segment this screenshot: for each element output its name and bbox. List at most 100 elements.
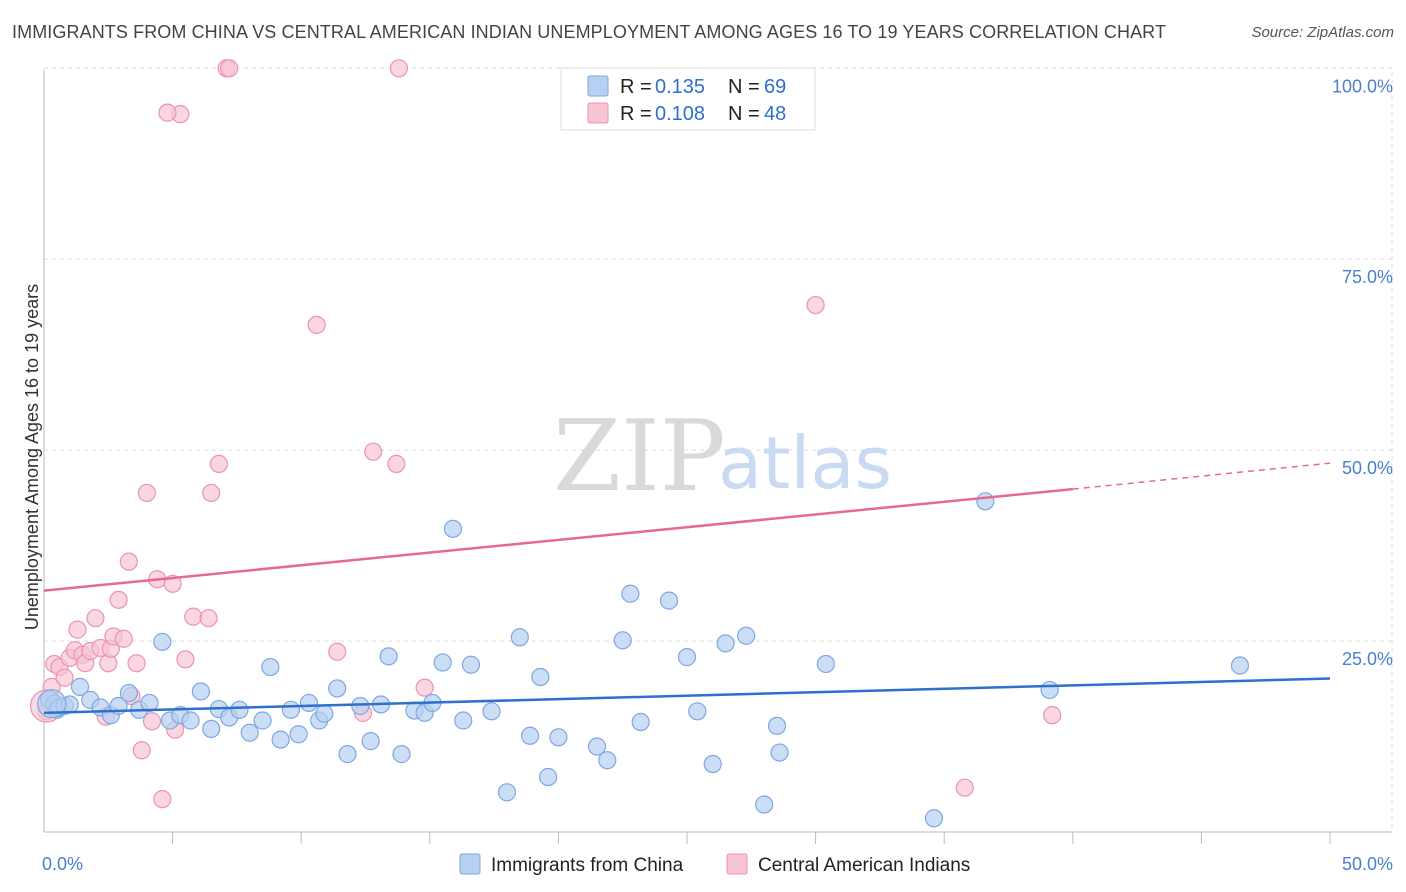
immigrants-from-china-point <box>328 679 347 698</box>
x-tick-labels: 0.0% 50.0% <box>42 854 1393 874</box>
legend-r-value-blue: 0.135 <box>655 76 705 98</box>
immigrants-from-china-point <box>816 654 835 674</box>
y-tick-label: 25.0% <box>1342 649 1393 669</box>
central-american-indians-point <box>415 678 434 697</box>
central-american-indians-point <box>55 668 74 687</box>
bottom-legend-label-pink: Central American Indians <box>758 855 970 876</box>
legend-n-label-blue: N = <box>728 76 760 98</box>
central-american-indians-point <box>209 454 228 474</box>
central-american-indians-point <box>806 295 825 315</box>
legend-n-label-pink: N = <box>728 103 760 125</box>
immigrants-from-china-point <box>613 631 632 650</box>
immigrants-from-china-point <box>240 723 259 742</box>
legend: R = 0.135 N = 69 R = 0.108 N = 48 <box>560 67 816 131</box>
immigrants-from-china-point <box>531 667 550 687</box>
central-american-indians-point <box>1043 706 1062 725</box>
central-american-indians-point <box>199 609 218 628</box>
central-american-indians-point <box>220 59 239 78</box>
immigrants-from-china-point <box>737 626 756 645</box>
immigrants-from-china-point <box>70 677 90 696</box>
central-american-indians-point <box>153 790 172 809</box>
legend-swatch-pink <box>587 102 609 124</box>
immigrants-from-china-point <box>621 584 640 603</box>
immigrants-from-china-point <box>1040 680 1059 700</box>
trend-lines <box>43 462 1331 715</box>
immigrants-from-china-point <box>230 700 249 719</box>
central-american-indians-point <box>127 654 146 673</box>
central-american-indians-point <box>132 741 151 760</box>
central-american-indians-trend-extension <box>1072 462 1331 490</box>
y-tick-labels: 25.0% 50.0% 75.0% 100.0% <box>1332 76 1393 669</box>
immigrants-from-china-point <box>299 693 319 713</box>
immigrants-from-china-point <box>770 743 789 762</box>
chart-title: IMMIGRANTS FROM CHINA VS CENTRAL AMERICA… <box>12 22 1167 42</box>
bottom-legend-label-blue: Immigrants from China <box>491 855 684 876</box>
immigrants-from-china-point <box>338 745 357 764</box>
watermark: ZIP atlas <box>553 400 892 514</box>
immigrants-from-china-point <box>659 591 679 610</box>
immigrants-from-china-point <box>253 711 272 730</box>
immigrants-from-china-point <box>202 719 221 739</box>
immigrants-from-china-point <box>433 653 452 672</box>
immigrants-from-china-point <box>549 728 568 747</box>
central-american-indians-point <box>109 590 128 609</box>
immigrants-from-china-point <box>677 648 697 667</box>
immigrants-from-china-point <box>767 716 787 735</box>
central-american-indians-point <box>307 315 326 335</box>
immigrants-from-china-point <box>271 730 290 749</box>
immigrants-from-china-point <box>153 632 172 651</box>
immigrants-from-china-point <box>140 693 159 713</box>
legend-r-value-pink: 0.108 <box>655 103 705 125</box>
central-american-indians-point <box>86 609 105 628</box>
legend-r-label-blue: R = <box>620 76 652 98</box>
immigrants-from-china-point <box>497 783 517 802</box>
immigrants-from-china-point <box>443 519 463 538</box>
central-american-indians-point <box>158 103 177 122</box>
central-american-indians-trend-line <box>43 487 1073 592</box>
immigrants-from-china-point <box>315 704 334 723</box>
y-tick-label: 75.0% <box>1342 267 1393 287</box>
y-tick-label: 100.0% <box>1332 76 1393 96</box>
immigrants-from-china-point <box>181 711 200 730</box>
central-american-indians-point <box>955 778 974 797</box>
central-american-indians-point <box>68 620 87 639</box>
y-axis-label: Unemployment Among Ages 16 to 19 years <box>22 284 42 630</box>
immigrants-from-china-point <box>716 634 735 653</box>
legend-r-label-pink: R = <box>620 103 652 125</box>
immigrants-from-china-point <box>755 795 774 814</box>
central-american-indians-point <box>176 650 195 669</box>
immigrants-from-china-point <box>587 737 607 756</box>
immigrants-from-china-point <box>703 754 722 774</box>
x-tick-label: 50.0% <box>1342 854 1393 874</box>
legend-swatch-blue <box>587 75 609 97</box>
central-american-indians-point <box>119 552 138 571</box>
watermark-atlas: atlas <box>718 421 892 505</box>
x-tick-label: 0.0% <box>42 854 83 874</box>
central-american-indians-point <box>184 607 203 626</box>
immigrants-from-china-point <box>976 492 995 511</box>
immigrants-from-china-point <box>598 751 617 770</box>
series-central-american-indians <box>29 59 1062 809</box>
central-american-indians-point <box>389 59 409 78</box>
immigrants-from-china-point <box>379 647 398 666</box>
immigrants-from-china-point <box>461 655 481 674</box>
immigrants-from-china-point <box>351 696 370 716</box>
legend-n-value-pink: 48 <box>764 103 786 125</box>
bottom-legend: Immigrants from China Central American I… <box>459 853 970 876</box>
watermark-zip: ZIP <box>553 400 726 514</box>
central-american-indians-point <box>142 712 162 731</box>
immigrants-from-china-point <box>631 712 650 732</box>
immigrants-from-china-point <box>392 745 411 764</box>
immigrants-from-china-point <box>539 767 558 787</box>
central-american-indians-point <box>137 483 156 503</box>
immigrants-from-china-point <box>924 809 944 828</box>
y-tick-label: 50.0% <box>1342 458 1393 478</box>
series-immigrants-from-china <box>37 492 1250 828</box>
immigrants-from-china-trend-line <box>43 677 1331 715</box>
central-american-indians-point <box>114 629 133 648</box>
immigrants-from-china-point <box>119 683 138 703</box>
immigrants-from-china-point <box>361 732 380 751</box>
bottom-legend-swatch-pink <box>726 853 748 875</box>
immigrants-from-china-point <box>688 702 707 721</box>
